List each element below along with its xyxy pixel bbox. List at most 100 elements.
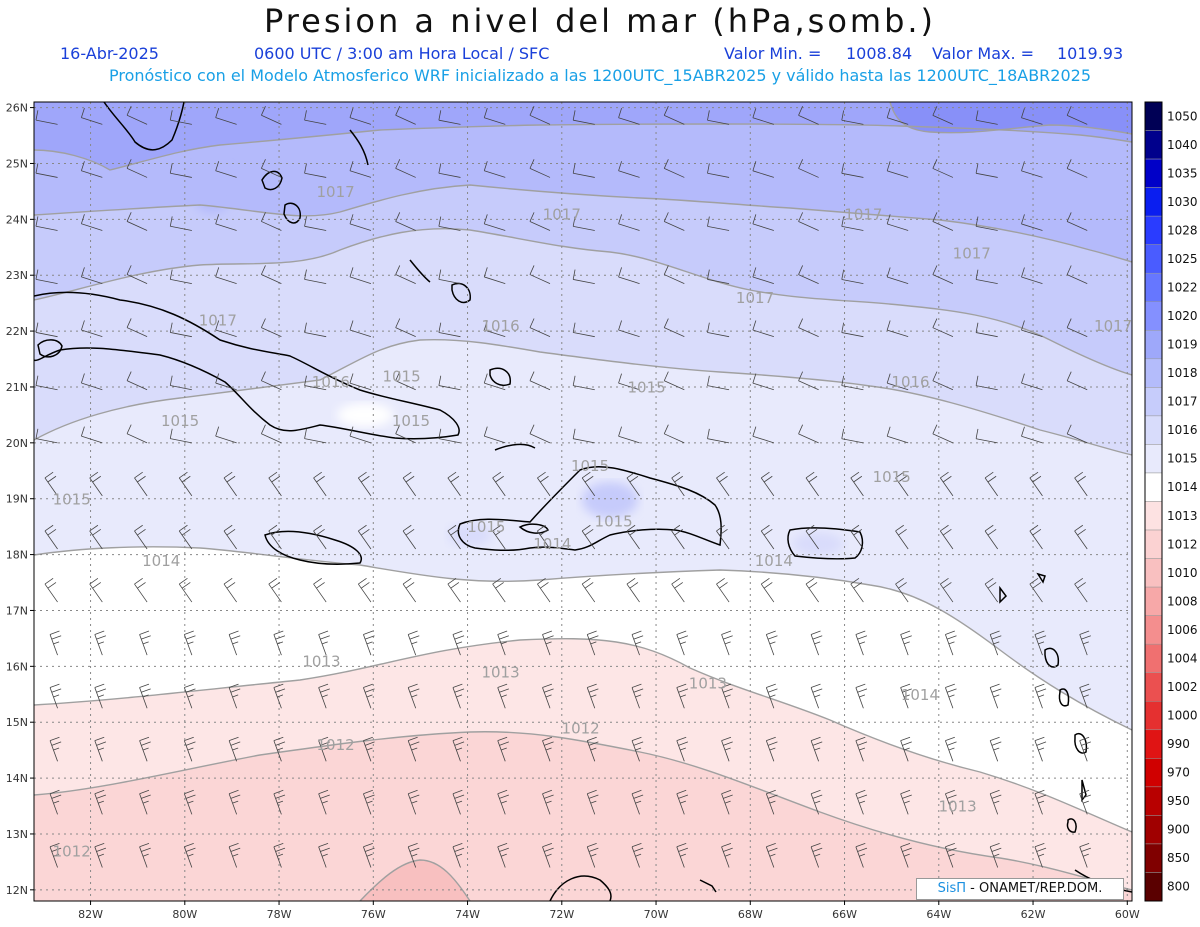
wind-barb-flag <box>855 843 866 848</box>
wind-barb-flag <box>635 694 642 698</box>
wind-barb-flag <box>126 265 132 275</box>
wind-barb-flag <box>1038 641 1045 645</box>
colorbar-swatch <box>1144 301 1163 331</box>
wind-barb-flag <box>139 683 150 688</box>
wind-barb-flag <box>260 159 266 169</box>
wind-barb-flag <box>633 741 644 746</box>
wind-barb-flag <box>402 524 412 532</box>
wind-barb-staff <box>1034 740 1043 762</box>
wind-barb-staff <box>945 687 954 709</box>
contour-label: 1013 <box>302 652 340 670</box>
wind-barb-flag <box>260 106 266 116</box>
wind-barb-flag <box>763 529 773 536</box>
wind-barb-staff <box>349 276 372 284</box>
wind-barb-staff <box>841 172 864 178</box>
wind-barb-staff <box>313 477 327 497</box>
wind-barb-flag <box>495 529 504 536</box>
wind-barb-flag <box>80 373 85 384</box>
colorbar-swatch <box>1144 415 1163 445</box>
wind-barb-flag <box>438 269 442 280</box>
wind-barb-staff <box>268 583 282 603</box>
wind-barb-staff <box>841 385 864 391</box>
wind-barb-flag <box>44 577 54 585</box>
wind-barb-flag <box>1074 524 1084 532</box>
wind-barb-flag <box>814 747 821 751</box>
wind-barb-staff <box>304 172 327 178</box>
wind-barb-staff <box>573 385 595 391</box>
wind-barb-flag <box>859 694 866 698</box>
wind-barb-flag <box>366 641 373 645</box>
wind-barb-flag <box>544 688 554 693</box>
wind-barb-staff <box>1021 170 1043 178</box>
lat-label: 25N <box>6 157 28 170</box>
wind-barb-staff <box>402 583 417 603</box>
lat-label: 16N <box>6 660 28 673</box>
wind-barb-staff <box>178 530 193 550</box>
band-1012 <box>34 731 1132 901</box>
wind-barb-flag <box>232 747 239 751</box>
wind-barb-flag <box>185 794 196 799</box>
wind-barb-staff <box>1066 380 1088 391</box>
wind-barb-staff <box>618 276 640 284</box>
wind-barb-staff <box>183 740 193 762</box>
wind-barb-staff <box>139 687 148 709</box>
wind-barb-flag <box>483 267 488 278</box>
wind-barb-flag <box>540 582 549 589</box>
wind-barb-staff <box>35 119 58 125</box>
wind-barb-flag <box>98 853 105 857</box>
wind-barb-flag <box>1021 161 1025 171</box>
wind-barb-flag <box>495 475 504 483</box>
colorbar-swatch <box>1144 586 1163 616</box>
wind-barb-staff <box>35 385 58 391</box>
wind-barb-staff <box>721 687 730 709</box>
wind-barb-flag <box>529 106 535 116</box>
wind-barb-staff <box>89 583 103 603</box>
wind-barb-flag <box>990 789 1000 795</box>
wind-barb-flag <box>859 800 866 804</box>
wind-barb-flag <box>723 794 733 799</box>
wind-barb-flag <box>798 318 804 328</box>
wind-barb-flag <box>719 582 728 589</box>
wind-barb-flag <box>316 582 325 589</box>
wind-barb-flag <box>721 789 732 795</box>
wind-barb-flag <box>859 853 866 857</box>
wind-barb-flag <box>438 322 442 333</box>
wind-barb-staff <box>223 477 237 497</box>
wind-barb-flag <box>277 747 284 751</box>
wind-barb-flag <box>230 635 241 640</box>
wind-barb-flag <box>80 320 85 331</box>
wind-barb-staff <box>1034 793 1043 815</box>
colorbar-label: 850 <box>1167 851 1190 865</box>
wind-barb-flag <box>678 635 689 640</box>
lat-label: 17N <box>6 604 28 617</box>
wind-barb-flag <box>1066 424 1072 435</box>
wind-barb-flag <box>529 212 535 222</box>
wind-barb-flag <box>808 529 818 536</box>
wind-barb-staff <box>273 846 282 868</box>
lat-label: 13N <box>6 828 28 841</box>
wind-barb-flag <box>1034 843 1045 848</box>
wind-barb-flag <box>232 641 239 645</box>
colorbar-label: 1017 <box>1167 395 1198 409</box>
wind-barb-flag <box>635 747 642 751</box>
wind-barb-flag <box>260 212 266 222</box>
wind-barb-flag <box>360 475 370 483</box>
wind-barb-flag <box>223 524 233 532</box>
wind-barb-flag <box>990 683 1000 688</box>
wind-barb-flag <box>855 683 866 688</box>
wind-barb-staff <box>752 382 774 391</box>
lat-label: 20N <box>6 437 28 450</box>
wind-barb-staff <box>261 221 282 231</box>
wind-barb-flag <box>857 794 868 799</box>
wind-barb-flag <box>942 582 952 589</box>
wind-barb-flag <box>499 794 509 799</box>
wind-barb-flag <box>179 524 188 532</box>
wind-barb-flag <box>537 577 546 585</box>
wind-barb-staff <box>452 687 461 709</box>
wind-barb-staff <box>126 167 148 178</box>
wind-barb-flag <box>975 110 979 121</box>
wind-barb-staff <box>1066 327 1088 338</box>
wind-barb-staff <box>1066 115 1088 125</box>
wind-barb-flag <box>1066 106 1072 116</box>
wind-barb-flag <box>438 375 442 386</box>
